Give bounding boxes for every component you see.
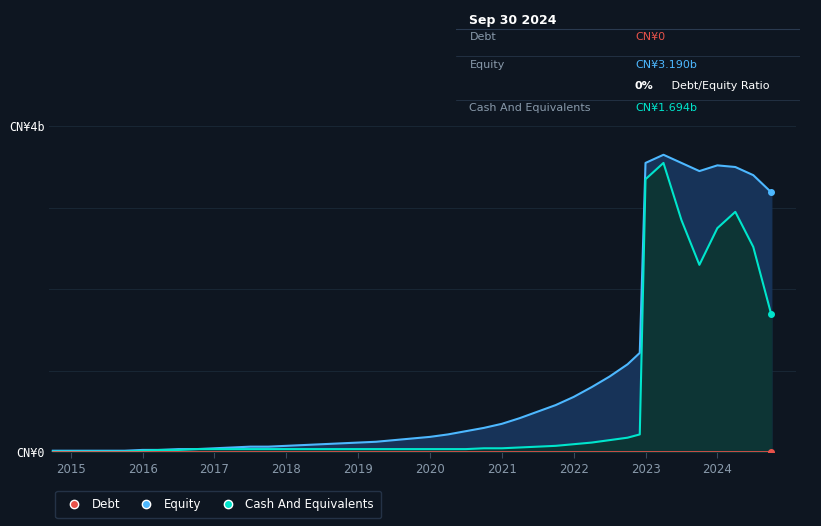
Text: CN¥1.694b: CN¥1.694b — [635, 104, 697, 114]
Text: CN¥3.190b: CN¥3.190b — [635, 60, 697, 70]
Text: CN¥0: CN¥0 — [635, 33, 665, 43]
Text: Debt/Equity Ratio: Debt/Equity Ratio — [667, 81, 769, 91]
Text: 0%: 0% — [635, 81, 654, 91]
Text: Debt: Debt — [470, 33, 496, 43]
Legend: Debt, Equity, Cash And Equivalents: Debt, Equity, Cash And Equivalents — [55, 491, 381, 518]
Text: Cash And Equivalents: Cash And Equivalents — [470, 104, 591, 114]
Text: Sep 30 2024: Sep 30 2024 — [470, 14, 557, 26]
Text: Equity: Equity — [470, 60, 505, 70]
